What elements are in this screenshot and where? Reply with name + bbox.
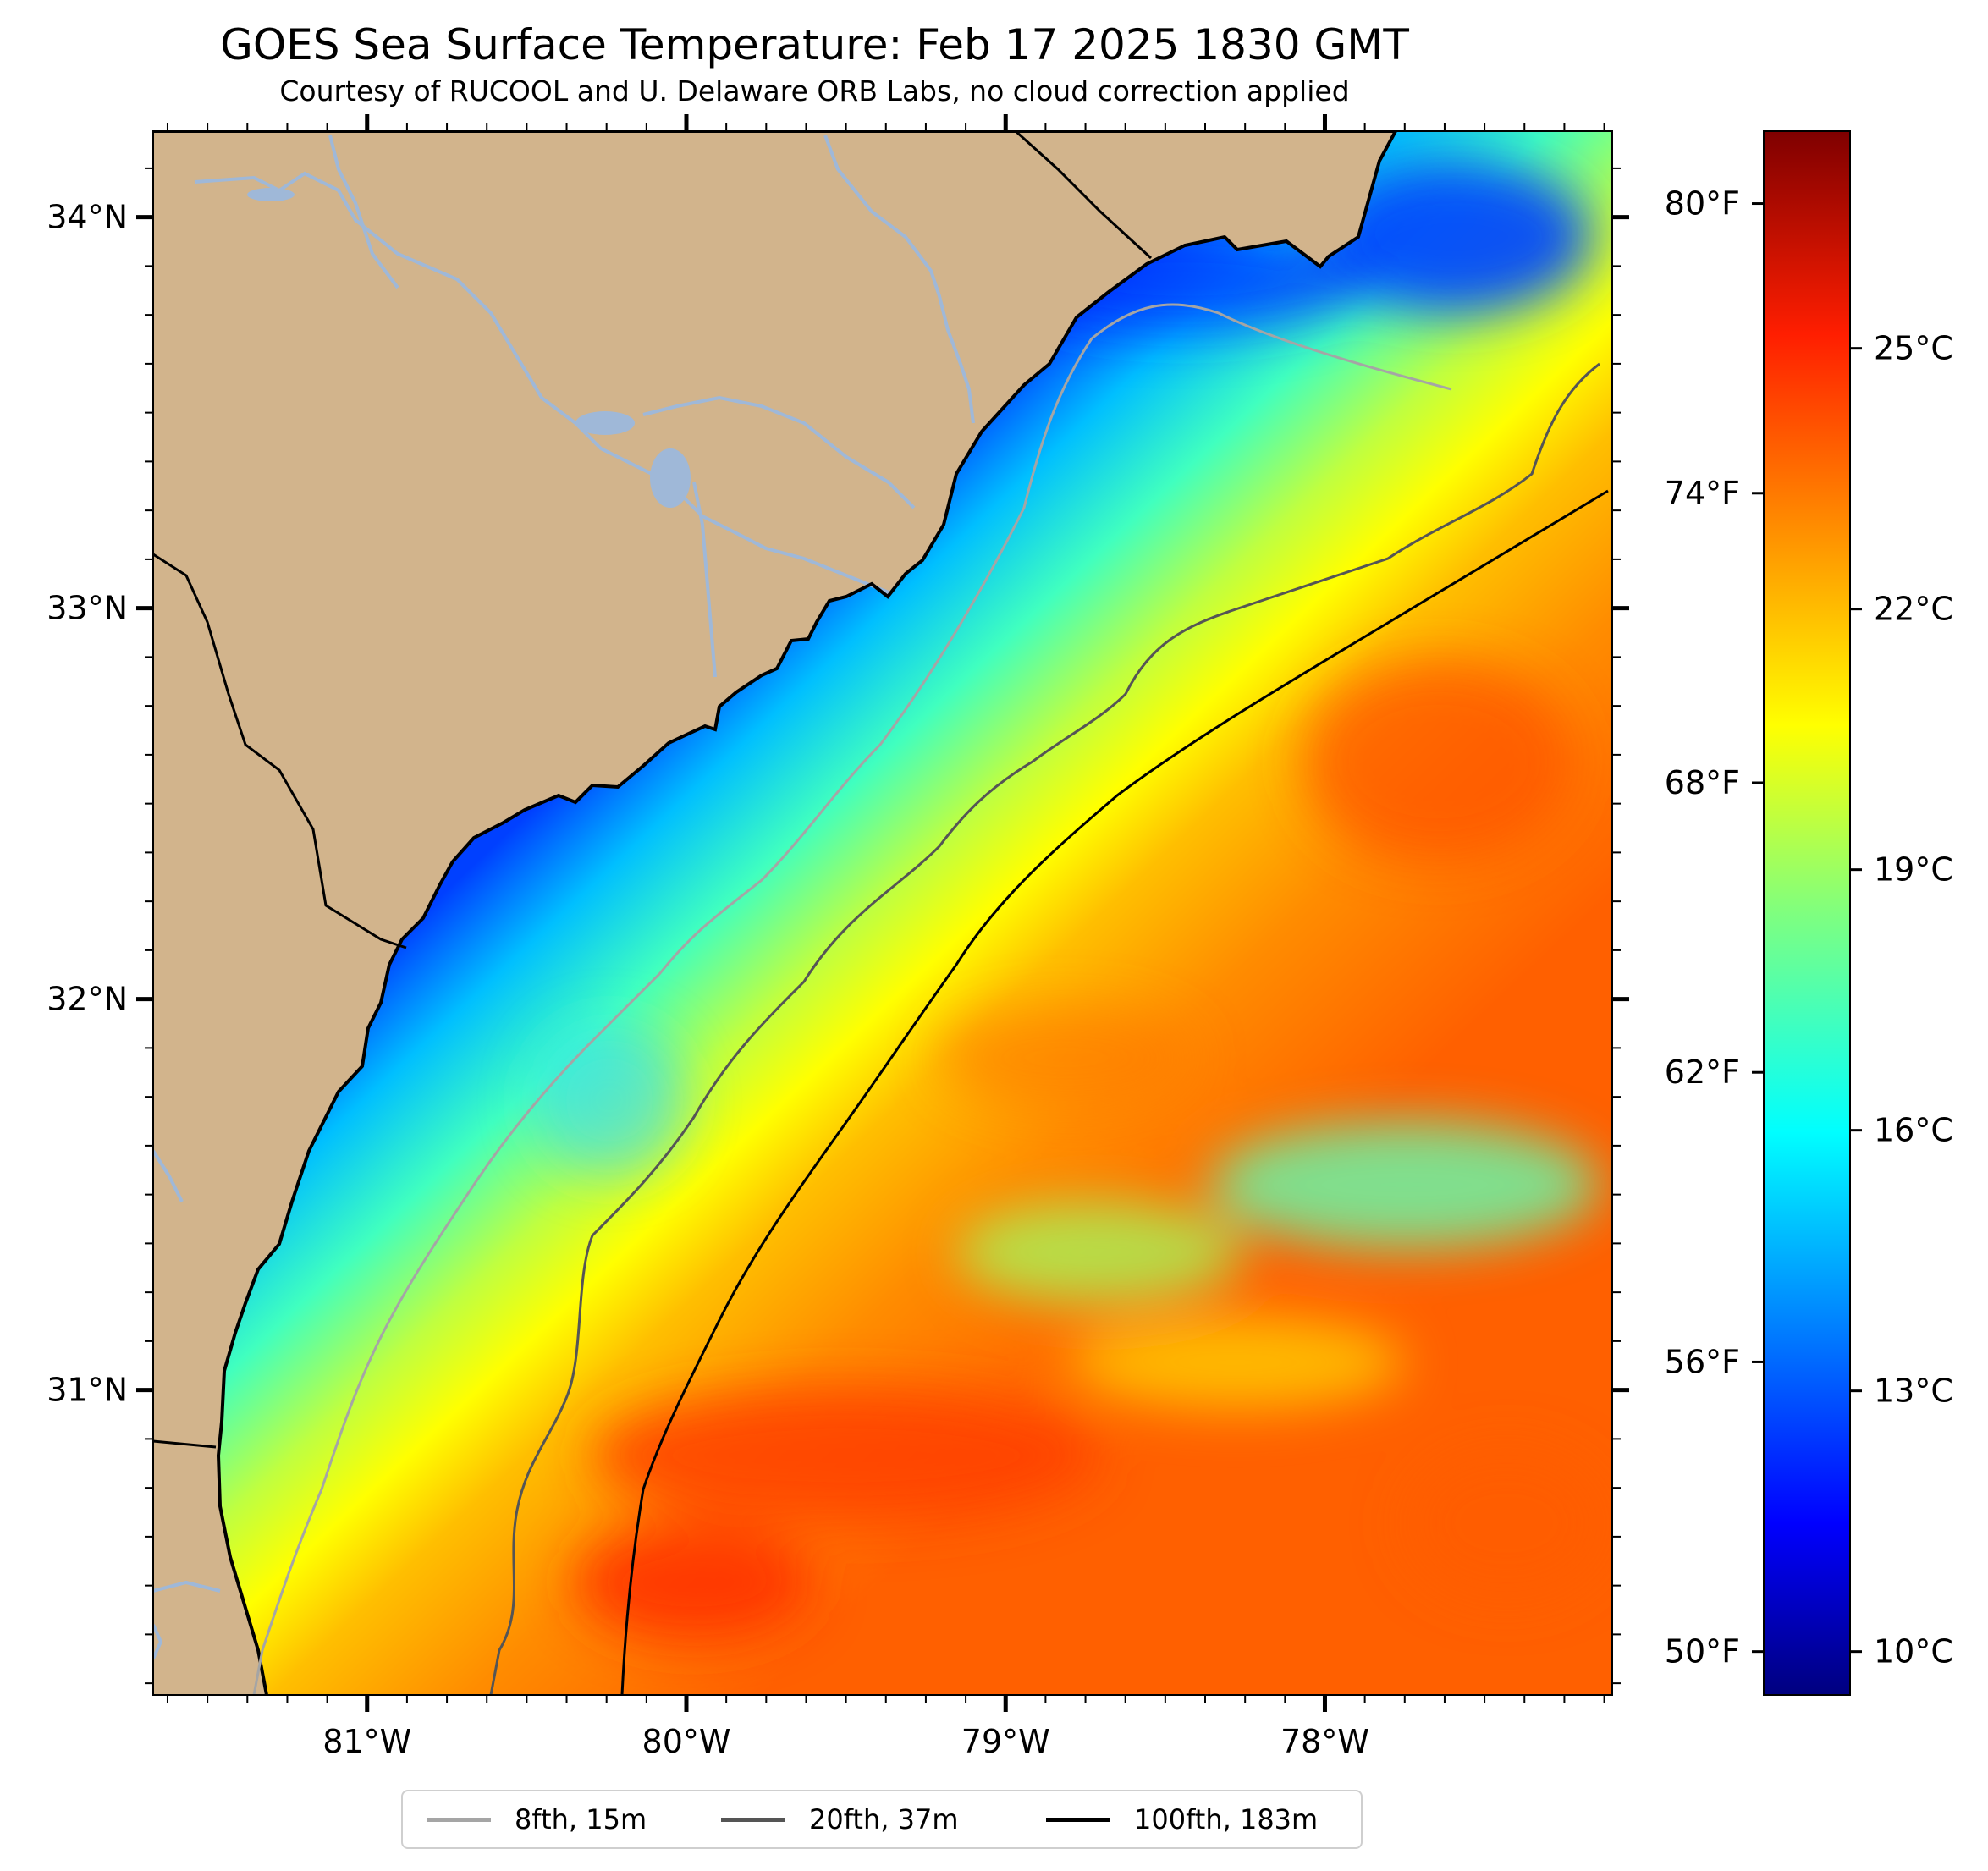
fahrenheit-tick-label: 56°F xyxy=(1665,1343,1740,1380)
legend-label: 20fth, 37m xyxy=(809,1803,959,1835)
legend-item-8fth: 8fth, 15m xyxy=(427,1791,647,1847)
rivers xyxy=(153,135,975,1659)
contour-100fth xyxy=(620,489,1609,1695)
lon-tick-label: 78°W xyxy=(1280,1723,1369,1760)
lat-tick-label: 34°N xyxy=(47,199,128,236)
colorbar-gradient xyxy=(1763,130,1851,1696)
lon-tick-label: 79°W xyxy=(961,1723,1050,1760)
celsius-tick-label: 19°C xyxy=(1874,851,1953,889)
land xyxy=(153,131,1396,1695)
fahrenheit-tick-label: 50°F xyxy=(1665,1633,1740,1670)
legend-item-100fth: 100fth, 183m xyxy=(1046,1791,1318,1847)
lat-tick-label: 32°N xyxy=(47,981,128,1018)
longitude-axis: 81°W 80°W 79°W 78°W xyxy=(166,114,1605,1760)
fahrenheit-axis: 50°F 56°F 62°F 68°F 74°F 80°F xyxy=(1665,185,1764,1670)
legend-label: 8fth, 15m xyxy=(515,1803,647,1835)
celsius-tick-label: 16°C xyxy=(1874,1112,1953,1149)
contour-8fth xyxy=(252,303,1452,1695)
celsius-axis: 10°C 13°C 16°C 19°C 22°C 25°C xyxy=(1850,330,1953,1670)
legend-item-20fth: 20fth, 37m xyxy=(721,1791,958,1847)
fahrenheit-tick-label: 74°F xyxy=(1665,475,1740,512)
celsius-tick-label: 25°C xyxy=(1874,330,1953,367)
latitude-axis: 34°N 33°N 32°N 31°N xyxy=(47,167,1629,1685)
state-borders xyxy=(153,131,1153,1449)
legend-swatch xyxy=(1046,1817,1110,1822)
fahrenheit-tick-label: 80°F xyxy=(1665,185,1740,223)
map-plot-area xyxy=(153,131,1612,1695)
colorbar: 10°C 13°C 16°C 19°C 22°C 25°C 50°F 56°F 62°F 68°… xyxy=(1665,130,1953,1696)
legend-swatch xyxy=(427,1817,491,1822)
legend: 8fth, 15m 20fth, 37m 100fth, 183m xyxy=(401,1790,1363,1849)
legend-label: 100fth, 183m xyxy=(1134,1803,1319,1835)
chart-subtitle: Courtesy of RUCOOL and U. Delaware ORB L… xyxy=(279,74,1350,107)
lat-tick-label: 31°N xyxy=(47,1372,128,1409)
lon-tick-label: 80°W xyxy=(642,1723,731,1760)
fahrenheit-tick-label: 68°F xyxy=(1665,764,1740,801)
celsius-tick-label: 22°C xyxy=(1874,591,1953,628)
lat-tick-label: 33°N xyxy=(47,590,128,627)
lakes xyxy=(247,188,691,508)
contour-20fth xyxy=(489,362,1600,1695)
celsius-tick-label: 13°C xyxy=(1874,1373,1953,1410)
legend-swatch xyxy=(721,1817,785,1822)
map-frame xyxy=(152,130,1613,1696)
lon-tick-label: 81°W xyxy=(322,1723,411,1760)
fahrenheit-tick-label: 62°F xyxy=(1665,1054,1740,1091)
celsius-tick-label: 10°C xyxy=(1874,1633,1953,1670)
chart-title: GOES Sea Surface Temperature: Feb 17 202… xyxy=(220,20,1409,69)
coastline xyxy=(153,131,1398,1695)
